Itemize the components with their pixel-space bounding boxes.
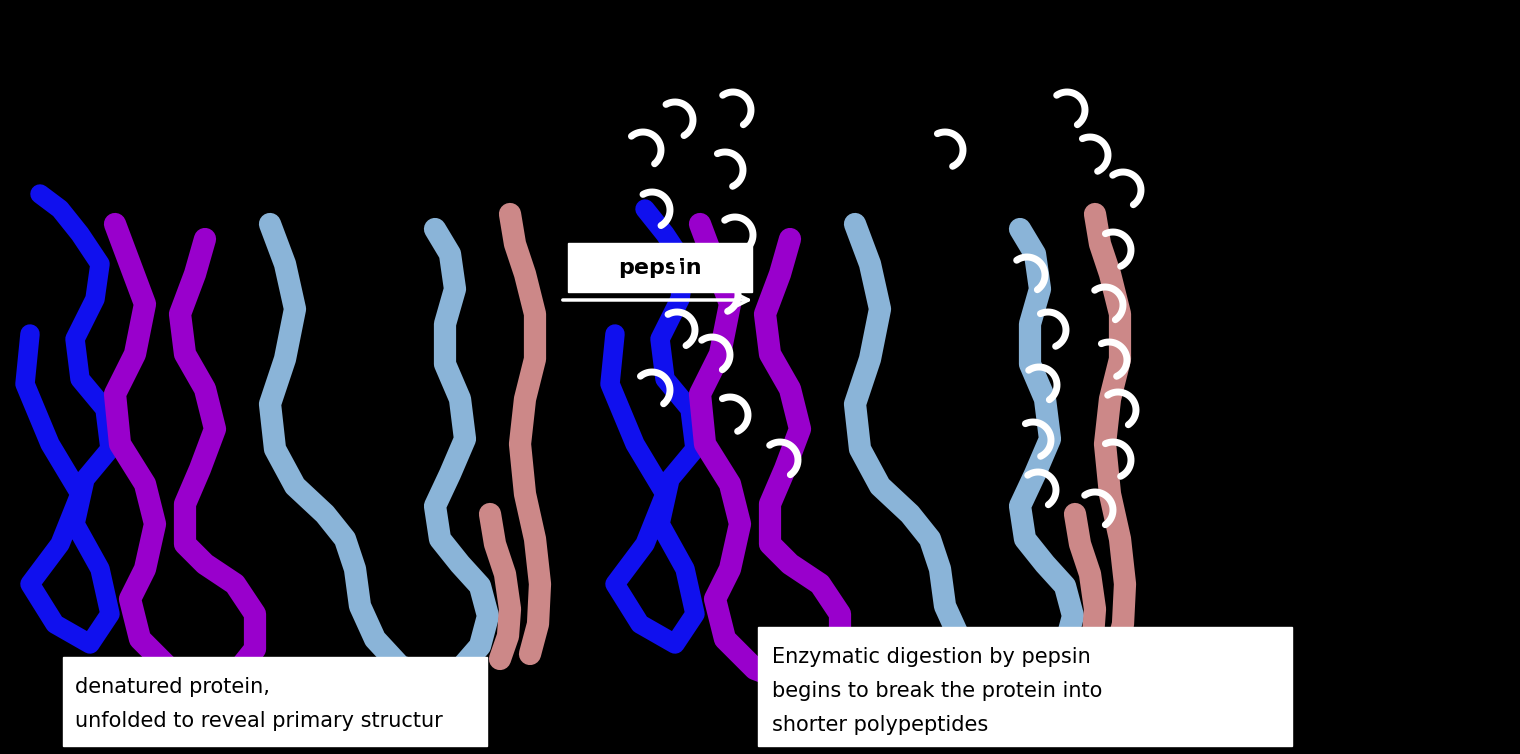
FancyBboxPatch shape (62, 657, 486, 746)
Text: denatured protein,: denatured protein, (74, 677, 271, 697)
Text: begins to break the protein into: begins to break the protein into (772, 681, 1102, 701)
Text: shorter polypeptides: shorter polypeptides (772, 715, 988, 735)
FancyBboxPatch shape (568, 243, 752, 292)
FancyBboxPatch shape (758, 627, 1292, 746)
Text: pepsin: pepsin (619, 258, 702, 277)
Text: Enzymatic digestion by pepsin: Enzymatic digestion by pepsin (772, 647, 1091, 667)
Text: unfolded to reveal primary structur: unfolded to reveal primary structur (74, 711, 442, 731)
